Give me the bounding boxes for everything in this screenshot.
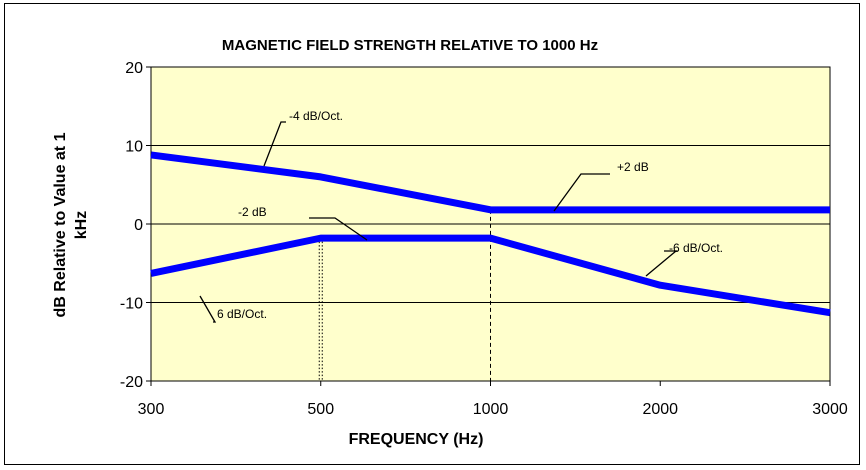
x-tick-label: 2000: [642, 401, 678, 418]
x-tick-label: 3000: [812, 401, 848, 418]
y-tick-label: 0: [134, 217, 143, 234]
chart-frame: MAGNETIC FIELD STRENGTH RELATIVE TO 1000…: [4, 3, 860, 465]
y-tick-label: 10: [125, 139, 143, 156]
leader-plus2-db: [553, 173, 610, 212]
annotation-plus2-db: +2 dB: [617, 160, 649, 174]
annotation-minus6-db-oct: -6 dB/Oct.: [669, 241, 723, 255]
y-tick-label: 20: [125, 60, 143, 77]
x-tick-label: 1000: [473, 401, 509, 418]
y-axis-title: dB Relative to Value at 1 kHz: [52, 132, 90, 317]
series-group: [150, 151, 831, 317]
x-tick-label: 500: [307, 401, 334, 418]
x-tick-label: 300: [138, 401, 165, 418]
leader-minus4-db-oct: [263, 121, 286, 167]
y-tick-label: -10: [120, 296, 143, 313]
y-tick-labels: -20 -10 0 10 20: [120, 60, 151, 391]
y-tick-label: -20: [120, 374, 143, 391]
leader-minus2-db: [309, 217, 368, 241]
series-line-lower: [150, 234, 831, 317]
annotation-leaders: [199, 121, 678, 323]
series-line-upper: [150, 151, 830, 214]
x-axis-title: FREQUENCY (Hz): [349, 431, 484, 448]
chart-svg: MAGNETIC FIELD STRENGTH RELATIVE TO 1000…: [52, 37, 848, 448]
leader-minus6-db-oct: [645, 250, 678, 277]
annotation-6-db-oct: 6 dB/Oct.: [217, 307, 267, 321]
chart-title: MAGNETIC FIELD STRENGTH RELATIVE TO 1000…: [222, 37, 598, 54]
y-axis-title-line1: dB Relative to Value at 1: [52, 132, 69, 317]
annotation-minus4-db-oct: -4 dB/Oct.: [289, 109, 343, 123]
annotation-minus2-db: -2 dB: [238, 205, 267, 219]
y-axis-title-line2: kHz: [73, 211, 90, 239]
x-tick-labels: 300 500 1000 2000 3000: [138, 381, 848, 418]
leader-6-db-oct: [199, 295, 217, 323]
